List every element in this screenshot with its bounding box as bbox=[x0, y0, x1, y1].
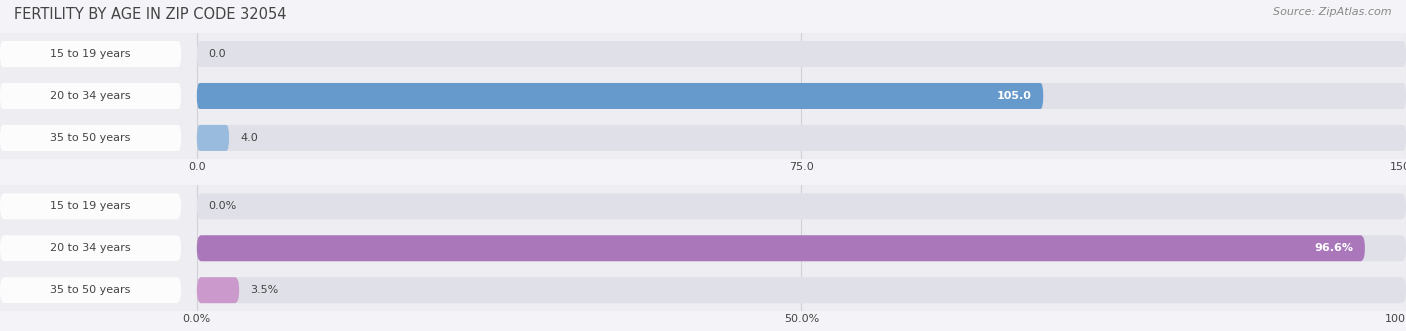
Text: 0.0: 0.0 bbox=[208, 49, 226, 59]
FancyBboxPatch shape bbox=[197, 277, 1406, 303]
FancyBboxPatch shape bbox=[197, 83, 1043, 109]
FancyBboxPatch shape bbox=[197, 125, 229, 151]
FancyBboxPatch shape bbox=[197, 277, 239, 303]
Text: 0.0%: 0.0% bbox=[208, 201, 236, 211]
Text: 35 to 50 years: 35 to 50 years bbox=[51, 285, 131, 295]
FancyBboxPatch shape bbox=[197, 235, 1406, 261]
Text: 15 to 19 years: 15 to 19 years bbox=[51, 49, 131, 59]
FancyBboxPatch shape bbox=[197, 235, 1365, 261]
FancyBboxPatch shape bbox=[197, 125, 1406, 151]
Text: Source: ZipAtlas.com: Source: ZipAtlas.com bbox=[1274, 7, 1392, 17]
Text: 105.0: 105.0 bbox=[997, 91, 1032, 101]
FancyBboxPatch shape bbox=[0, 193, 181, 219]
Text: 35 to 50 years: 35 to 50 years bbox=[51, 133, 131, 143]
Text: 20 to 34 years: 20 to 34 years bbox=[51, 91, 131, 101]
FancyBboxPatch shape bbox=[0, 83, 181, 109]
FancyBboxPatch shape bbox=[197, 193, 1406, 219]
FancyBboxPatch shape bbox=[0, 41, 181, 67]
FancyBboxPatch shape bbox=[0, 235, 181, 261]
Text: 3.5%: 3.5% bbox=[250, 285, 278, 295]
FancyBboxPatch shape bbox=[197, 41, 1406, 67]
Text: 4.0: 4.0 bbox=[240, 133, 259, 143]
FancyBboxPatch shape bbox=[0, 125, 181, 151]
Text: 96.6%: 96.6% bbox=[1315, 243, 1354, 253]
Text: FERTILITY BY AGE IN ZIP CODE 32054: FERTILITY BY AGE IN ZIP CODE 32054 bbox=[14, 7, 287, 22]
Text: 20 to 34 years: 20 to 34 years bbox=[51, 243, 131, 253]
FancyBboxPatch shape bbox=[197, 83, 1406, 109]
Text: 15 to 19 years: 15 to 19 years bbox=[51, 201, 131, 211]
FancyBboxPatch shape bbox=[0, 277, 181, 303]
